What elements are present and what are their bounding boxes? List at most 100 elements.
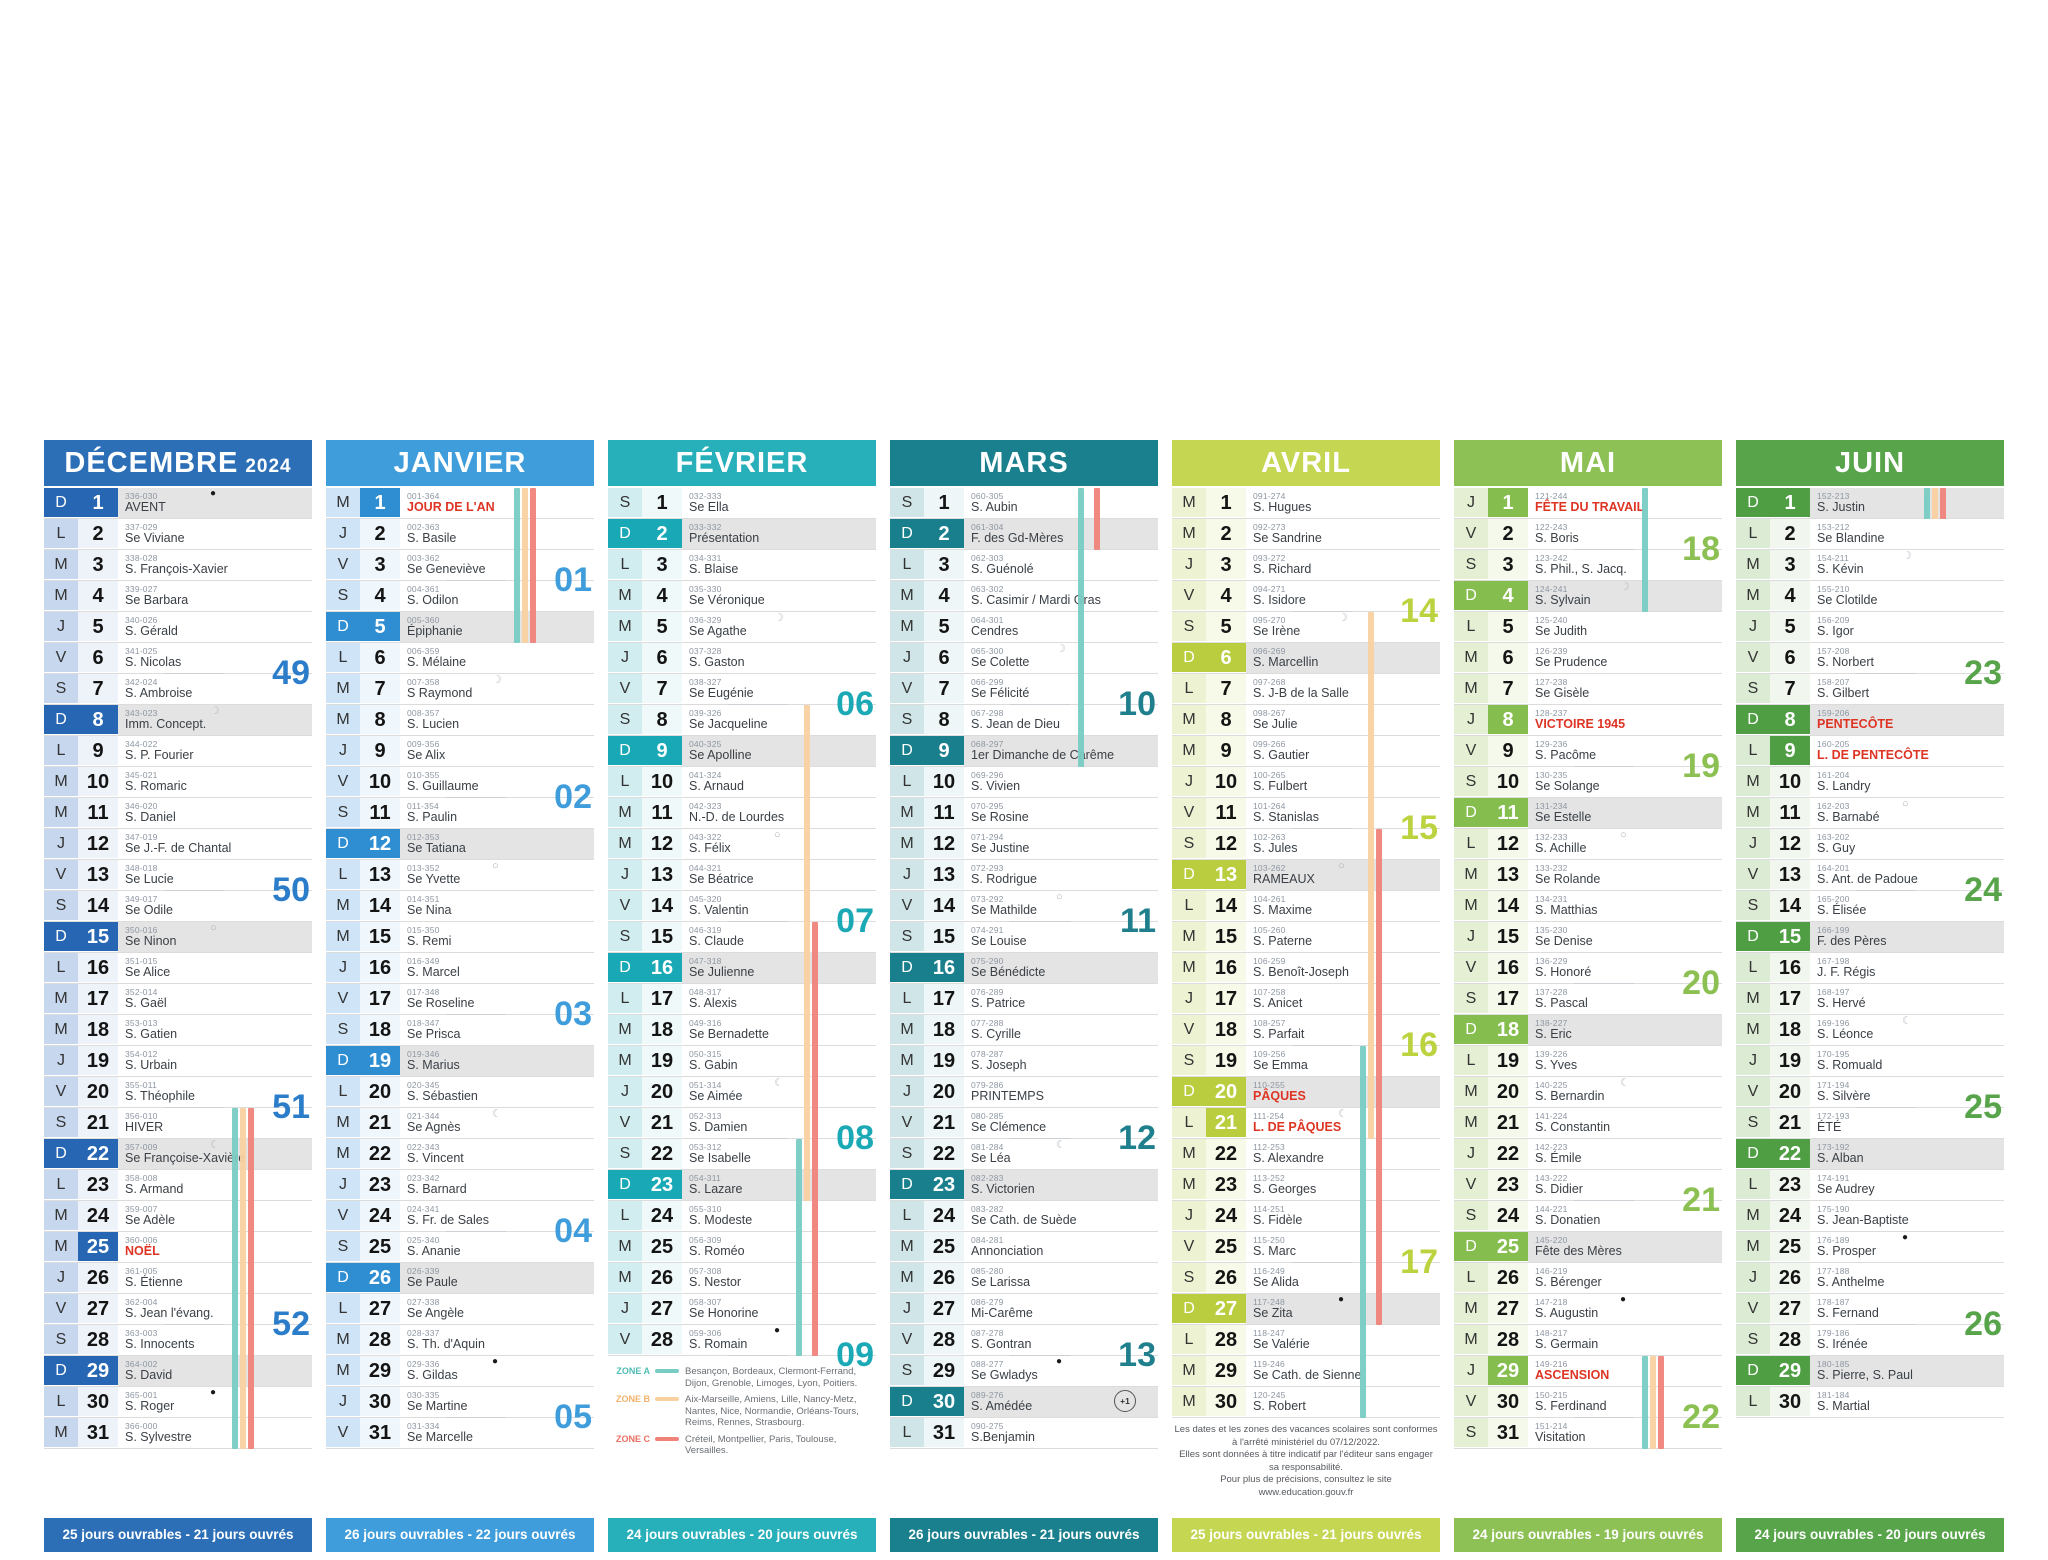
day-content: 083-282 Se Cath. de Suède	[964, 1201, 1158, 1231]
day-content: 086-279 Mi-Carême	[964, 1294, 1158, 1324]
day-letter: J	[1454, 922, 1488, 952]
day-row-juin-29: D 29 180-185 S. Pierre, S. Paul	[1736, 1356, 2004, 1387]
day-content: 068-297 1er Dimanche de Carême	[964, 736, 1158, 766]
day-letter: S	[1454, 767, 1488, 797]
day-content: 058-307 Se Honorine	[682, 1294, 876, 1324]
day-code: 357-009	[125, 1142, 158, 1153]
day-number: 5	[78, 612, 118, 642]
day-letter: M	[1736, 581, 1770, 611]
day-letter: V	[890, 1108, 924, 1138]
day-content: 067-298 S. Jean de Dieu	[964, 705, 1158, 735]
day-code: 042-323	[689, 801, 722, 812]
day-letter: M	[326, 1356, 360, 1386]
day-content: 050-315 S. Gabin	[682, 1046, 876, 1076]
day-grid: J 1 121-244 FÊTE DU TRAVAIL V 2 122-243 S. Bori…	[1454, 488, 1722, 1449]
day-letter: S	[1172, 612, 1206, 642]
saint-name: Se Apolline	[689, 748, 752, 763]
day-letter: D	[1736, 488, 1770, 518]
saint-name: Se Françoise-Xavière	[125, 1151, 246, 1166]
day-number: 12	[1770, 829, 1810, 859]
day-row-mai-8: J 8 128-237 VICTOIRE 1945	[1454, 705, 1722, 736]
day-row-decembre-12: J 12 347-019 Se J.-F. de Chantal	[44, 829, 312, 860]
month-column-mars: MARS S 1 060-305 S. Aubin D 2 061-304 F. des Gd-…	[890, 440, 1158, 1552]
day-row-fevrier-21: V 21 052-313 S. Damien	[608, 1108, 876, 1139]
disclaimer-line: Les dates et les zones des vacances scol…	[1174, 1424, 1438, 1448]
day-content: 080-285 Se Clémence	[964, 1108, 1158, 1138]
day-number: 28	[360, 1325, 400, 1355]
day-content: 150-215 S. Ferdinand	[1528, 1387, 1722, 1417]
day-content: 013-352 Se Yvette ○	[400, 860, 594, 890]
day-letter: L	[44, 1170, 78, 1200]
day-number: 11	[924, 798, 964, 828]
day-number: 27	[642, 1294, 682, 1324]
day-code: 179-186	[1817, 1328, 1850, 1339]
day-row-decembre-22: D 22 357-009 Se Françoise-Xavière ☾	[44, 1139, 312, 1170]
day-number: 10	[1488, 767, 1528, 797]
day-code: 124-241	[1535, 584, 1568, 595]
day-row-mars-13: J 13 072-293 S. Rodrigue	[890, 860, 1158, 891]
day-row-fevrier-12: M 12 043-322 S. Félix ○	[608, 829, 876, 860]
day-row-decembre-18: M 18 353-013 S. Gatien	[44, 1015, 312, 1046]
day-letter: V	[1172, 581, 1206, 611]
day-code: 072-293	[971, 863, 1004, 874]
day-row-janvier-9: J 9 009-356 Se Alix	[326, 736, 594, 767]
week-divider-line	[164, 1107, 224, 1108]
day-number: 31	[1488, 1418, 1528, 1448]
day-number: 18	[1770, 1015, 1810, 1045]
day-number: 25	[360, 1232, 400, 1262]
day-number: 22	[642, 1139, 682, 1169]
day-number: 9	[924, 736, 964, 766]
day-code: 049-316	[689, 1018, 722, 1029]
day-number: 8	[1770, 705, 1810, 735]
day-content: 037-328 S. Gaston	[682, 643, 876, 673]
day-number: 26	[1488, 1263, 1528, 1293]
saint-name: S.Benjamin	[971, 1430, 1035, 1445]
day-letter: M	[608, 798, 642, 828]
day-number: 22	[1770, 1139, 1810, 1169]
month-title: MAI	[1559, 447, 1617, 479]
day-row-fevrier-4: M 4 035-330 Se Véronique	[608, 581, 876, 612]
saint-name: Se Bernadette	[689, 1027, 769, 1042]
day-row-janvier-27: L 27 027-338 Se Angèle	[326, 1294, 594, 1325]
saint-name: S. Ferdinand	[1535, 1399, 1607, 1414]
day-number: 16	[1488, 953, 1528, 983]
day-code: 017-348	[407, 987, 440, 998]
day-code: 159-206	[1817, 708, 1850, 719]
day-code: 140-225	[1535, 1080, 1568, 1091]
week-divider-line	[446, 1014, 506, 1015]
day-code: 103-262	[1253, 863, 1286, 874]
day-number: 2	[1770, 519, 1810, 549]
day-content: 127-238 Se Gisèle	[1528, 674, 1722, 704]
day-number: 11	[1488, 798, 1528, 828]
day-letter: V	[1454, 953, 1488, 983]
day-row-decembre-14: S 14 349-017 Se Odile	[44, 891, 312, 922]
day-letter: S	[1454, 1201, 1488, 1231]
saint-name: S. Alban	[1817, 1151, 1864, 1166]
vacation-stripe-zone-b	[240, 1108, 246, 1449]
day-letter: J	[608, 643, 642, 673]
day-number: 1	[78, 488, 118, 518]
day-letter: M	[608, 1046, 642, 1076]
day-letter: V	[1454, 736, 1488, 766]
day-number: 3	[1770, 550, 1810, 580]
saint-name: S. Yves	[1535, 1058, 1578, 1073]
day-row-avril-20: D 20 110-255 PÂQUES	[1172, 1077, 1440, 1108]
day-number: 15	[1206, 922, 1246, 952]
day-row-mai-10: S 10 130-235 Se Solange	[1454, 767, 1722, 798]
day-content: 100-265 S. Fulbert	[1246, 767, 1440, 797]
day-row-fevrier-2: D 2 033-332 Présentation	[608, 519, 876, 550]
day-letter: S	[326, 1232, 360, 1262]
day-row-mai-11: D 11 131-234 Se Estelle	[1454, 798, 1722, 829]
day-row-mars-19: M 19 078-287 S. Joseph	[890, 1046, 1158, 1077]
saint-name: Se Cath. de Sienne	[1253, 1368, 1362, 1383]
day-code: 359-007	[125, 1204, 158, 1215]
day-code: 363-003	[125, 1328, 158, 1339]
saint-name: S. Valentin	[689, 903, 749, 918]
day-number: 17	[924, 984, 964, 1014]
day-row-mai-26: L 26 146-219 S. Bérenger	[1454, 1263, 1722, 1294]
saint-name: S. Modeste	[689, 1213, 753, 1228]
day-content: 107-258 S. Anicet	[1246, 984, 1440, 1014]
day-number: 3	[360, 550, 400, 580]
day-row-fevrier-5: M 5 036-329 Se Agathe ☽	[608, 612, 876, 643]
day-content: 073-292 Se Mathilde ○	[964, 891, 1158, 921]
